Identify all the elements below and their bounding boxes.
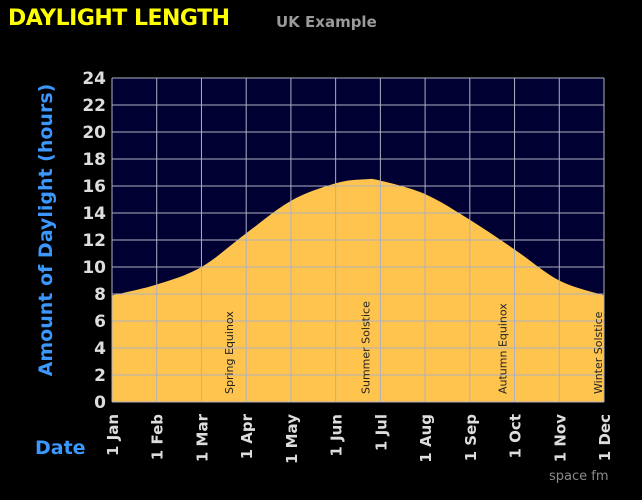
x-tick-label: 1 Aug — [417, 414, 435, 463]
x-tick-label: 1 Oct — [507, 414, 525, 458]
x-tick-label: 1 Jan — [104, 414, 122, 456]
y-tick-label: 4 — [94, 339, 106, 359]
y-tick-label: 14 — [82, 204, 106, 224]
x-tick-label: 1 Feb — [149, 414, 167, 460]
x-tick-label: 1 Nov — [551, 414, 569, 463]
y-tick-label: 22 — [82, 96, 106, 116]
x-tick-label: 1 Sep — [462, 414, 480, 462]
y-tick-label: 10 — [82, 258, 106, 278]
chart-subtitle: UK Example — [276, 13, 377, 31]
event-annotation: Summer Solstice — [359, 301, 372, 394]
x-tick-label: 1 Mar — [193, 413, 211, 462]
y-tick-label: 6 — [94, 312, 106, 332]
brand-logo: space fm — [549, 469, 609, 484]
x-tick-label: 1 Jun — [328, 414, 346, 457]
y-tick-label: 18 — [82, 150, 106, 170]
y-tick-label: 24 — [82, 69, 106, 89]
y-tick-label: 0 — [94, 393, 106, 413]
daylight-area — [112, 178, 604, 402]
event-annotation: Spring Equinox — [223, 311, 236, 394]
event-annotation: Winter Solstice — [592, 311, 605, 394]
chart-title: DAYLIGHT LENGTH — [8, 6, 230, 31]
y-tick-label: 16 — [82, 177, 106, 197]
y-tick-label: 20 — [82, 123, 106, 143]
y-tick-label: 12 — [82, 231, 106, 251]
event-annotation: Autumn Equinox — [497, 303, 510, 394]
x-tick-label: 1 Apr — [238, 413, 256, 459]
y-tick-label: 8 — [94, 285, 106, 305]
y-tick-label: 2 — [94, 366, 106, 386]
x-tick-label: 1 Jul — [372, 414, 390, 451]
x-tick-label: 1 May — [283, 414, 301, 464]
x-axis-label: Date — [35, 437, 86, 459]
x-tick-label: 1 Dec — [596, 414, 614, 461]
